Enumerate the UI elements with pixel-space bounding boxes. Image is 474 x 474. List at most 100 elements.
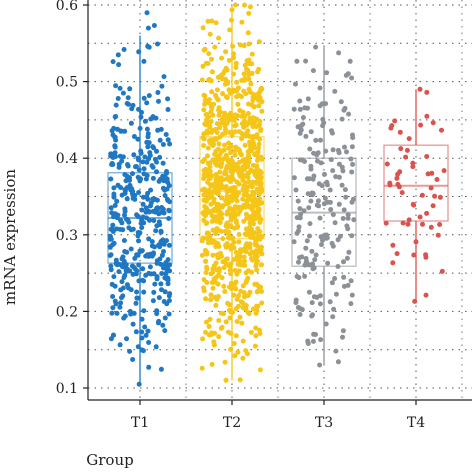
data-point-T2 xyxy=(249,51,255,57)
data-point-T2 xyxy=(259,156,265,162)
data-point-T1 xyxy=(145,196,151,202)
data-point-T1 xyxy=(139,335,145,341)
data-point-T2 xyxy=(200,235,206,241)
data-point-T2 xyxy=(204,249,210,255)
data-point-T1 xyxy=(137,249,143,255)
data-point-T1 xyxy=(136,157,141,163)
data-point-T2 xyxy=(219,55,225,61)
data-point-T3 xyxy=(305,96,311,102)
data-point-T3 xyxy=(297,106,303,112)
data-point-T2 xyxy=(202,121,208,127)
data-point-T2 xyxy=(241,88,247,94)
data-point-T1 xyxy=(145,25,151,31)
data-point-T3 xyxy=(293,81,298,87)
data-point-T1 xyxy=(158,126,164,132)
data-point-T3 xyxy=(344,149,349,155)
data-point-T1 xyxy=(142,118,148,124)
data-point-T2 xyxy=(251,104,257,110)
data-point-T3 xyxy=(322,171,327,177)
data-point-T2 xyxy=(207,237,213,242)
data-point-T2 xyxy=(224,67,230,73)
data-point-T2 xyxy=(232,268,238,273)
data-point-T4 xyxy=(417,214,423,220)
data-point-T2 xyxy=(205,153,210,159)
data-point-T2 xyxy=(227,27,233,33)
data-point-T2 xyxy=(243,306,249,311)
data-point-T1 xyxy=(122,128,128,134)
data-point-T3 xyxy=(295,198,301,204)
y-tick-label: 0.5 xyxy=(56,75,78,91)
data-point-T3 xyxy=(324,235,330,241)
data-point-T3 xyxy=(310,312,315,318)
data-point-T2 xyxy=(201,209,207,215)
data-point-T2 xyxy=(253,179,259,185)
data-point-T3 xyxy=(318,137,323,143)
data-point-T2 xyxy=(207,173,212,179)
data-point-T2 xyxy=(216,141,222,147)
data-point-T2 xyxy=(221,147,227,153)
data-point-T2 xyxy=(205,179,211,185)
data-point-T2 xyxy=(236,232,242,237)
data-point-T3 xyxy=(309,248,315,254)
data-point-T2 xyxy=(213,20,219,26)
data-point-T1 xyxy=(141,58,147,64)
data-point-T2 xyxy=(203,258,209,264)
data-point-T1 xyxy=(114,198,120,204)
data-point-T2 xyxy=(209,56,214,62)
y-tick-label: 0.1 xyxy=(56,381,78,397)
data-point-T1 xyxy=(128,246,134,252)
data-point-T1 xyxy=(154,169,159,175)
data-point-T1 xyxy=(134,289,140,295)
x-ticks: T1 T2 T3 T4 xyxy=(131,400,425,431)
data-point-T3 xyxy=(311,265,317,271)
data-point-T2 xyxy=(242,142,248,148)
x-tick-label: T4 xyxy=(407,415,425,431)
data-point-T3 xyxy=(324,182,330,188)
data-point-T2 xyxy=(231,185,237,191)
data-point-T2 xyxy=(246,57,252,63)
data-point-T2 xyxy=(216,318,222,323)
data-point-T2 xyxy=(227,205,233,211)
data-point-T2 xyxy=(203,296,209,302)
data-point-T1 xyxy=(153,228,159,234)
data-point-T2 xyxy=(250,162,256,168)
data-point-T2 xyxy=(250,124,256,130)
data-point-T1 xyxy=(146,364,152,370)
data-point-T2 xyxy=(225,329,231,335)
data-point-T3 xyxy=(313,137,319,143)
data-point-T1 xyxy=(136,106,141,112)
data-point-T1 xyxy=(161,210,167,216)
data-point-T3 xyxy=(297,206,303,212)
data-point-T2 xyxy=(239,173,245,179)
data-point-T1 xyxy=(155,90,161,95)
data-point-T2 xyxy=(206,51,212,57)
data-point-T3 xyxy=(300,157,306,163)
data-point-T2 xyxy=(209,213,215,219)
box-T4 xyxy=(383,144,449,222)
data-point-T2 xyxy=(248,234,254,240)
data-point-T2 xyxy=(247,4,253,10)
data-point-T2 xyxy=(241,71,247,77)
data-point-T1 xyxy=(159,83,165,89)
data-point-T3 xyxy=(324,70,330,76)
data-point-T2 xyxy=(222,123,228,129)
data-point-T2 xyxy=(220,236,226,242)
data-point-T3 xyxy=(317,301,323,307)
data-point-T2 xyxy=(227,90,233,96)
data-point-T3 xyxy=(294,274,300,279)
data-point-T1 xyxy=(154,308,160,314)
data-point-T2 xyxy=(233,65,239,70)
data-point-T3 xyxy=(304,259,310,265)
data-point-T1 xyxy=(153,115,159,121)
data-point-T2 xyxy=(210,157,216,163)
data-point-T2 xyxy=(241,77,247,83)
data-point-T3 xyxy=(311,331,317,337)
data-point-T3 xyxy=(295,305,301,310)
data-point-T4 xyxy=(387,180,393,186)
data-point-T1 xyxy=(124,282,130,288)
data-point-T1 xyxy=(162,328,168,334)
data-point-T1 xyxy=(118,300,124,306)
data-point-T1 xyxy=(108,263,114,269)
data-point-T2 xyxy=(234,198,240,204)
